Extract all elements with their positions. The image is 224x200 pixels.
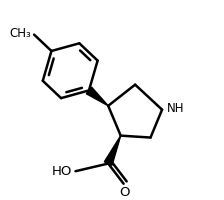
- Text: NH: NH: [167, 102, 184, 115]
- Polygon shape: [104, 136, 121, 165]
- Text: O: O: [119, 186, 130, 199]
- Polygon shape: [86, 87, 108, 106]
- Text: CH₃: CH₃: [9, 27, 31, 40]
- Text: HO: HO: [52, 165, 73, 178]
